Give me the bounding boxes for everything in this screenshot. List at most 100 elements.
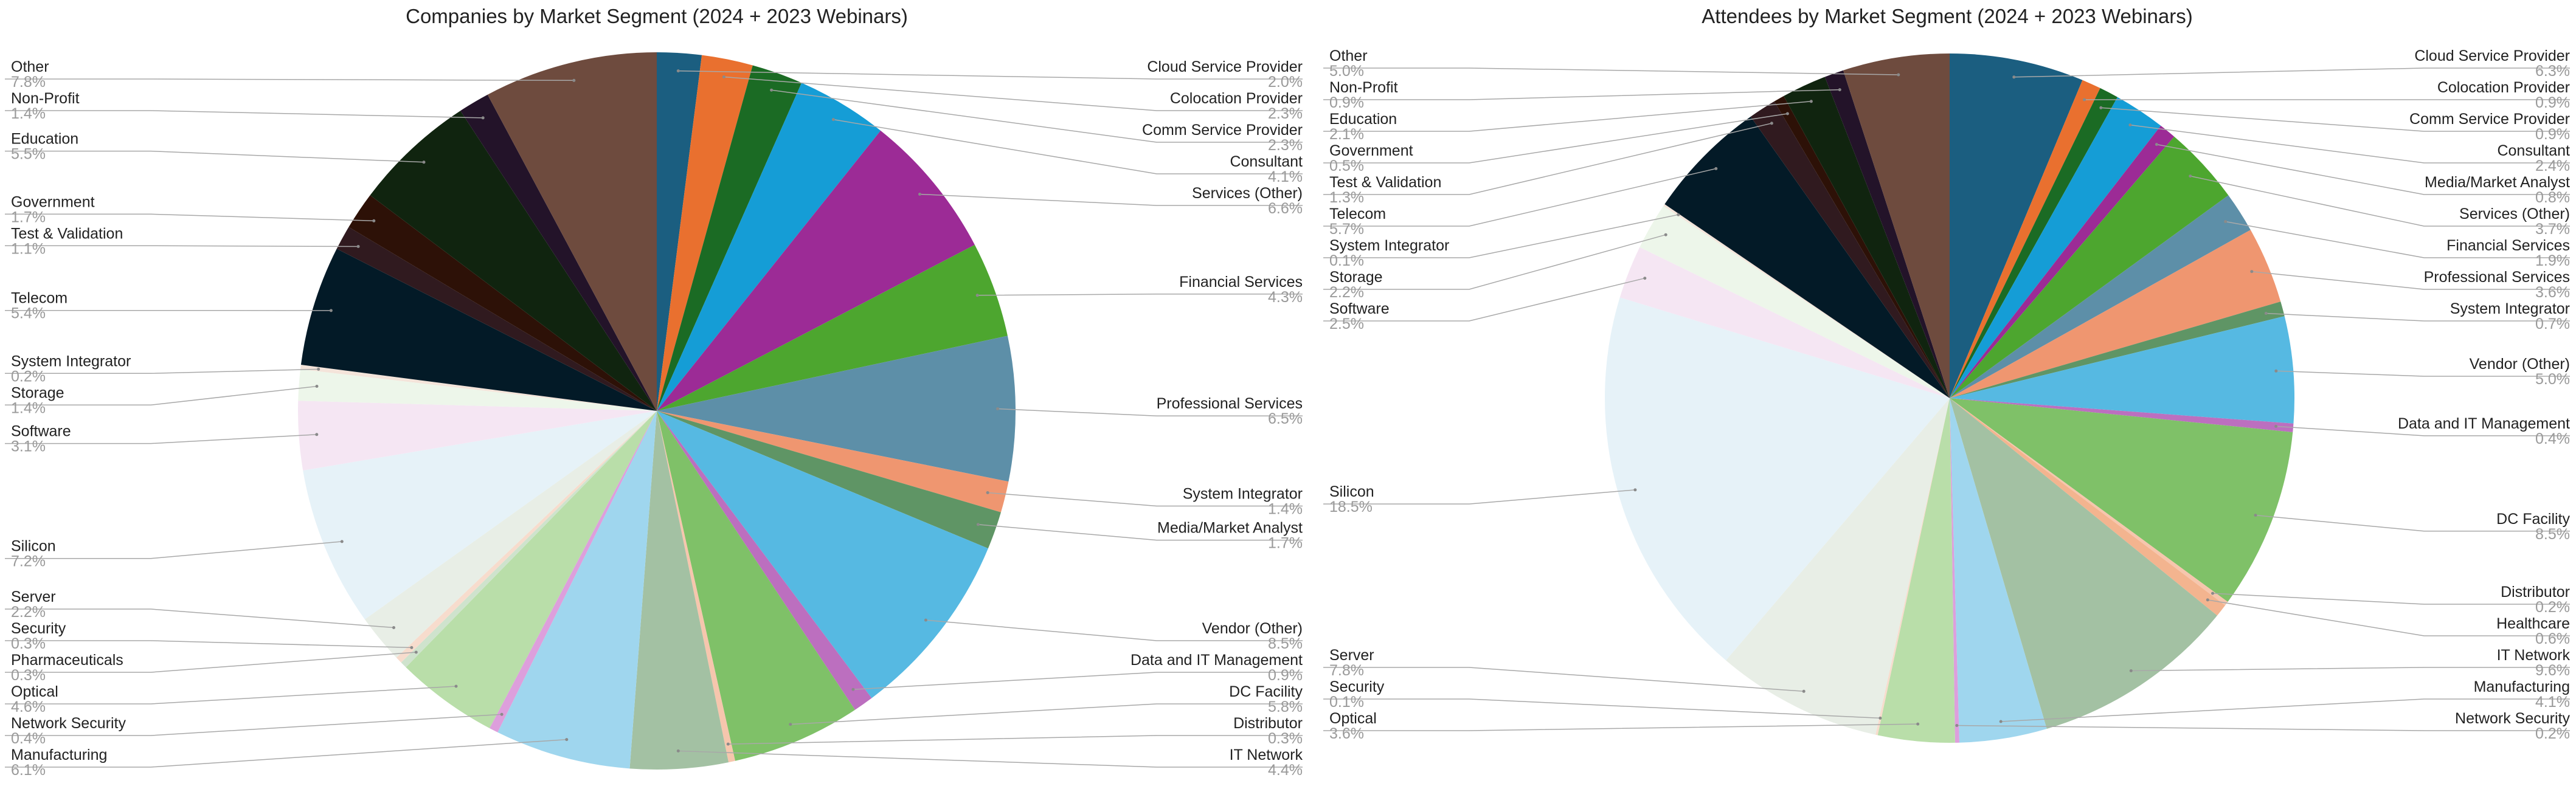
leader-dot (676, 69, 680, 73)
leader-dot (924, 618, 927, 622)
slice-percent-label: 1.4% (11, 105, 46, 122)
leader-line (678, 750, 1303, 768)
slice-name-label: Financial Services (2446, 237, 2570, 254)
slice-name-label: Network Security (11, 715, 126, 732)
pie-slice-silicon (303, 411, 657, 619)
attendees-chart-title: Attendees by Market Segment (2024 + 2023… (1702, 5, 2192, 27)
slice-name-label: System Integrator (2450, 300, 2570, 317)
leader-dot (976, 523, 980, 526)
leader-dot (317, 367, 320, 371)
slice-name-label: Optical (11, 683, 58, 700)
leader-line (978, 524, 1303, 541)
slice-percent-label: 6.1% (11, 762, 46, 779)
slice-percent-label: 4.6% (11, 698, 46, 715)
leader-dot (1677, 213, 1680, 216)
slice-percent-label: 5.5% (11, 146, 46, 163)
leader-dot (1878, 716, 1882, 720)
leader-line (997, 408, 1303, 416)
pie-slice-telecom (300, 249, 657, 411)
pie-slice-telecom (1664, 116, 1950, 398)
attendees-pie-chart: Attendees by Market Segment (2024 + 2023… (1323, 5, 2570, 743)
slice-name-label: Comm Service Provider (1142, 122, 1303, 139)
pie-slice-server (1726, 398, 1950, 735)
pie-slice-it-network (1950, 398, 2217, 729)
slice-name-label: System Integrator (1329, 237, 1449, 254)
leader-dot (2128, 123, 2132, 127)
leader-line (5, 434, 317, 444)
leader-line (2100, 107, 2570, 132)
slice-label-services-other: Services (Other)6.6% (918, 185, 1303, 217)
pie-slice-distributor (1950, 398, 2228, 605)
slice-percent-label: 2.2% (1329, 284, 1364, 301)
leader-line (5, 78, 574, 81)
leader-dot (1802, 689, 1806, 693)
leader-dot (1664, 233, 1667, 236)
leader-dot (572, 78, 576, 82)
slice-name-label: Consultant (1230, 153, 1303, 170)
leader-dot (414, 650, 418, 654)
pie-slice-colocation-provider (1950, 80, 2100, 398)
slice-percent-label: 0.1% (1329, 694, 1364, 711)
slice-percent-label: 1.7% (11, 208, 46, 226)
slice-name-label: Storage (1329, 269, 1383, 286)
leader-dot (2155, 143, 2158, 146)
leader-line (5, 652, 417, 673)
slice-percent-label: 0.9% (1329, 94, 1364, 111)
pie-slice-system-integrator (300, 365, 657, 411)
leader-dot (315, 433, 319, 436)
leader-line (1323, 667, 1804, 692)
slice-percent-label: 2.5% (1329, 315, 1364, 332)
slice-percent-label: 0.3% (11, 635, 46, 652)
slice-percent-label: 1.9% (2535, 252, 2570, 269)
pie-slice-media-market-analyst (657, 411, 1001, 549)
leader-line (5, 640, 412, 649)
leader-line (1956, 725, 2570, 731)
slice-percent-label: 0.6% (2535, 630, 2570, 647)
leader-line (5, 110, 483, 119)
slice-name-label: Colocation Provider (2437, 79, 2570, 96)
pie-slice-education (1784, 77, 1950, 398)
slice-label-services-other: Services (Other)3.7% (2189, 174, 2570, 238)
slice-percent-label: 0.3% (11, 667, 46, 684)
leader-line (2190, 175, 2570, 227)
slice-percent-label: 2.0% (1268, 74, 1303, 91)
leader-line (919, 193, 1303, 206)
slice-label-vendor-other: Vendor (Other)8.5% (924, 618, 1303, 652)
slice-name-label: Telecom (11, 290, 68, 307)
leader-dot (422, 160, 426, 164)
slice-name-label: Data and IT Management (1130, 652, 1303, 669)
slice-name-label: Distributor (1233, 715, 1303, 732)
leader-dot (315, 385, 319, 388)
slice-percent-label: 7.8% (1329, 662, 1364, 679)
leader-dot (392, 626, 395, 629)
leader-line (790, 703, 1303, 725)
leader-dot (2274, 424, 2278, 428)
leader-dot (1633, 488, 1637, 492)
leader-dot (1643, 277, 1647, 280)
leader-line (1323, 723, 1918, 731)
slice-name-label: Healthcare (2496, 615, 2570, 632)
pie-slice-it-network (629, 411, 729, 770)
slice-percent-label: 1.7% (1268, 535, 1303, 552)
leader-line (5, 213, 374, 222)
leader-dot (975, 294, 979, 297)
pie-slice-media-market-analyst (1950, 125, 2175, 398)
pie-slice-comm-service-provider (1950, 88, 2118, 398)
leader-dot (1785, 112, 1789, 115)
leader-line (2131, 667, 2570, 672)
slice-name-label: Vendor (Other) (2470, 356, 2570, 373)
leader-dot (356, 245, 360, 248)
leader-dot (831, 118, 835, 122)
leader-line (2156, 143, 2570, 195)
slice-percent-label: 2.4% (2535, 157, 2570, 174)
slice-percent-label: 6.3% (2535, 63, 2570, 80)
